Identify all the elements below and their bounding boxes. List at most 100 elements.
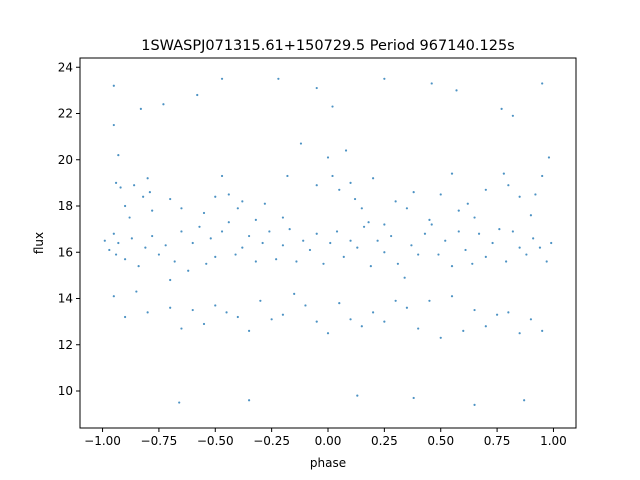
data-point [128, 216, 131, 219]
data-point [502, 172, 505, 175]
data-point [214, 195, 217, 198]
data-point [162, 103, 165, 106]
data-point [405, 306, 409, 309]
data-point [455, 89, 458, 92]
data-point [144, 246, 147, 249]
data-point [450, 295, 454, 298]
data-point [270, 318, 273, 321]
data-point [277, 77, 280, 80]
data-point [315, 320, 318, 323]
data-point [417, 327, 420, 330]
data-point [164, 244, 167, 247]
data-point [308, 248, 312, 252]
data-point [326, 156, 330, 159]
data-point [383, 77, 386, 80]
data-point [371, 311, 375, 314]
data-point [137, 265, 140, 268]
y-tick-label: 18 [58, 199, 73, 213]
data-point [338, 188, 341, 191]
data-point [247, 329, 251, 332]
data-point [376, 239, 379, 242]
data-point [338, 302, 341, 305]
data-point [112, 232, 115, 235]
data-point [108, 248, 111, 252]
data-point [428, 299, 431, 302]
data-point [410, 244, 413, 247]
data-point [428, 218, 431, 221]
data-point [473, 403, 476, 406]
data-point [462, 329, 465, 332]
data-point [367, 221, 370, 224]
data-point [541, 174, 544, 178]
y-tick-label: 24 [58, 60, 73, 74]
data-point [507, 311, 510, 314]
data-point [180, 327, 183, 330]
data-point [396, 262, 399, 265]
y-tick-label: 16 [58, 245, 73, 259]
data-point [117, 241, 120, 245]
data-point [169, 278, 172, 282]
data-point [220, 174, 224, 178]
data-point [371, 177, 375, 180]
data-point [220, 230, 224, 233]
data-point [331, 174, 334, 178]
data-point [523, 399, 526, 402]
data-point [322, 262, 325, 265]
x-tick-label: 1.00 [540, 434, 567, 448]
data-point [500, 107, 503, 110]
data-point [130, 237, 133, 240]
data-point [202, 211, 206, 215]
data-point [473, 216, 476, 219]
data-point [220, 77, 224, 80]
data-point [259, 299, 262, 302]
data-point [412, 191, 415, 194]
data-point [383, 320, 386, 323]
data-point [335, 230, 339, 233]
data-point [495, 313, 499, 316]
data-point [112, 123, 115, 127]
data-point [133, 184, 136, 187]
y-tick-label: 14 [58, 292, 73, 306]
data-point [423, 232, 427, 235]
data-point [430, 82, 433, 85]
data-point [302, 239, 305, 242]
data-point [227, 221, 230, 224]
data-point [286, 174, 289, 178]
x-tick-label: 0.00 [315, 434, 342, 448]
data-point [518, 195, 521, 198]
data-point [241, 246, 244, 249]
data-point [326, 332, 330, 335]
y-tick-label: 20 [58, 153, 73, 167]
data-point [439, 336, 442, 339]
data-point [281, 216, 285, 219]
data-point [151, 234, 154, 238]
data-point [214, 304, 217, 307]
data-point [417, 253, 420, 256]
data-point [288, 228, 291, 231]
data-point [123, 204, 127, 208]
data-point [439, 193, 442, 196]
data-point [191, 308, 194, 312]
data-point [550, 241, 553, 245]
scatter-points [103, 77, 553, 406]
data-point [498, 228, 501, 231]
data-point [430, 223, 433, 226]
data-point [405, 207, 409, 210]
data-point [484, 255, 487, 258]
data-point [187, 269, 190, 272]
data-point [191, 241, 194, 245]
data-point [491, 241, 494, 245]
y-axis-label: flux [32, 232, 46, 254]
data-point [412, 396, 415, 400]
data-point [529, 318, 533, 321]
data-point [394, 299, 397, 302]
data-point [353, 197, 357, 201]
data-point [103, 239, 106, 242]
data-point [209, 237, 212, 240]
data-point [394, 200, 397, 203]
data-point [505, 260, 508, 263]
data-point [507, 184, 510, 187]
data-point [304, 304, 307, 307]
data-point [484, 325, 487, 328]
